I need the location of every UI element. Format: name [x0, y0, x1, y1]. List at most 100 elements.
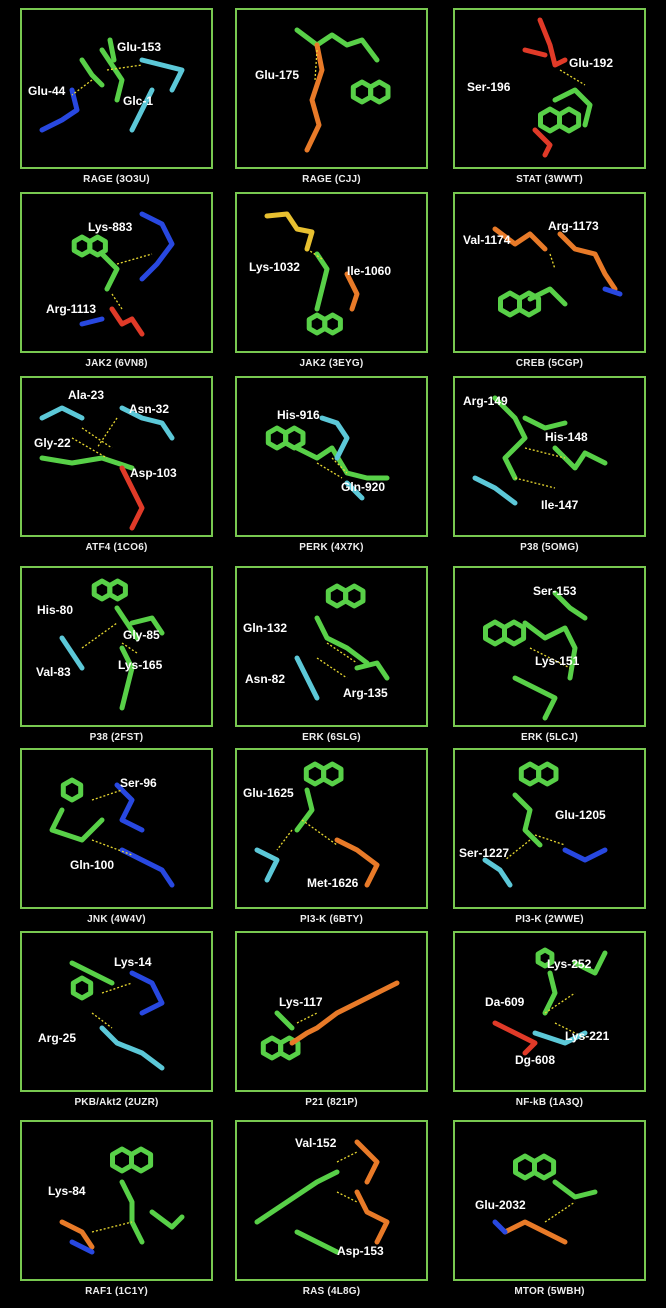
residue-label: Glu-175: [255, 68, 300, 82]
residue-label: Val-1174: [463, 233, 511, 247]
panel-frame: Ser-153 Lys-151: [453, 566, 646, 727]
panel-frame: Lys-1032 Ile-1060: [235, 192, 428, 353]
molecule-structure: [59, 1146, 185, 1255]
molecule-structure: [483, 590, 588, 721]
panel-caption: P38 (2FST): [89, 732, 144, 743]
panel-frame: Lys-117: [235, 931, 428, 1092]
panel-frame: Glu-1205 Ser-1227: [453, 748, 646, 909]
molecule-structure: [254, 1139, 390, 1255]
residue-label: Glu-153: [117, 40, 162, 54]
panel-frame: Lys-14 Arg-25: [20, 931, 213, 1092]
molecule-structure: [39, 405, 175, 531]
panel-8: His-916 Gln-920 PERK (4X7K): [235, 376, 428, 553]
molecule-structure: [265, 415, 390, 501]
panel-frame: Arg-149 His-148 Ile-147: [453, 376, 646, 537]
residue-label: Arg-25: [38, 1031, 77, 1045]
panel-caption: PI3-K (2WWE): [515, 914, 584, 925]
residue-label: Gly-85: [123, 628, 160, 642]
panel-frame: Glu-1625 Met-1626: [235, 748, 428, 909]
residue-label: Glu-2032: [475, 1198, 526, 1212]
molecule-structure: [472, 395, 608, 506]
residue-label: Arg-149: [463, 394, 508, 408]
residue-label: Gln-920: [341, 480, 386, 494]
residue-label: Arg-135: [343, 686, 388, 700]
panel-13: Ser-96 Gln-100 JNK (4W4V): [20, 748, 213, 925]
panel-frame: Lys-883 Arg-1113: [20, 192, 213, 353]
residue-label: Asn-32: [129, 402, 170, 416]
panel-caption: JAK2 (6VN8): [85, 358, 148, 369]
panel-1: Glu-153 Glu-44 Glc-1 RAGE (3O3U): [20, 8, 213, 185]
residue-label: Gln-100: [70, 858, 115, 872]
molecule-structure: [492, 947, 608, 1056]
residue-label: Gly-22: [34, 436, 71, 450]
panel-11: Gln-132 Asn-82 Arg-135 ERK (6SLG): [235, 566, 428, 743]
panel-10: His-80 Gly-85 Val-83 Lys-165 P38 (2FST): [20, 566, 213, 743]
panel-frame: Val-1174 Arg-1173: [453, 192, 646, 353]
residue-label: Arg-1173: [548, 219, 599, 233]
panel-frame: Lys-84: [20, 1120, 213, 1281]
panel-20: Val-152 Asp-153 RAS (4L8G): [235, 1120, 428, 1297]
molecule-structure: [264, 211, 360, 336]
residue-label: Ser-1227: [459, 846, 510, 860]
panel-frame: Gln-132 Asn-82 Arg-135: [235, 566, 428, 727]
panel-frame: Ala-23 Asn-32 Gly-22 Asp-103: [20, 376, 213, 537]
molecule-structure: [39, 37, 185, 133]
residue-label: Glu-192: [569, 56, 614, 70]
panel-14: Glu-1625 Met-1626 PI3-K (6BTY): [235, 748, 428, 925]
panel-caption: NF-kB (1A3Q): [515, 1097, 584, 1108]
molecule-structure: [254, 761, 380, 888]
residue-label: His-148: [545, 430, 588, 444]
residue-label: Lys-883: [88, 220, 133, 234]
panel-frame: Glu-2032: [453, 1120, 646, 1281]
panel-caption: ATF4 (1CO6): [85, 542, 148, 553]
panel-caption: RAGE (CJJ): [302, 174, 361, 185]
residue-label: Da-609: [485, 995, 525, 1009]
panel-17: Lys-117 P21 (821P): [235, 931, 428, 1108]
residue-label: Lys-252: [547, 957, 592, 971]
residue-label: Dg-608: [515, 1053, 556, 1067]
molecule-structure: [294, 583, 390, 701]
residue-label: Asn-82: [245, 672, 286, 686]
panel-19: Lys-84 RAF1 (1C1Y): [20, 1120, 213, 1297]
panel-caption: RAGE (3O3U): [83, 174, 150, 185]
residue-label: His-80: [37, 603, 74, 617]
molecule-structure: [71, 211, 175, 337]
molecule-structure: [49, 777, 175, 888]
residue-label: Arg-1113: [46, 302, 97, 316]
panel-caption: JNK (4W4V): [87, 914, 146, 925]
panel-12: Ser-153 Lys-151 ERK (5LCJ): [453, 566, 646, 743]
panel-16: Lys-14 Arg-25 PKB/Akt2 (2UZR): [20, 931, 213, 1108]
panel-7: Ala-23 Asn-32 Gly-22 Asp-103 ATF4 (1CO6): [20, 376, 213, 553]
panel-frame: Val-152 Asp-153: [235, 1120, 428, 1281]
panel-2: Glu-175 RAGE (CJJ): [235, 8, 428, 185]
molecule-structure: [482, 761, 608, 888]
panel-frame: Glu-192 Ser-196: [453, 8, 646, 169]
residue-label: Ser-196: [467, 80, 511, 94]
residue-label: Glu-44: [28, 84, 66, 98]
residue-label: Ser-153: [533, 584, 577, 598]
panel-caption: ERK (6SLG): [302, 732, 361, 743]
panel-9: Arg-149 His-148 Ile-147 P38 (5OMG): [453, 376, 646, 553]
panel-caption: CREB (5CGP): [515, 358, 584, 369]
residue-label: Val-152: [295, 1136, 337, 1150]
panel-caption: JAK2 (3EYG): [299, 358, 364, 369]
panel-caption: ERK (5LCJ): [520, 732, 578, 743]
panel-caption: PI3-K (6BTY): [300, 914, 363, 925]
residue-label: Lys-117: [279, 995, 323, 1009]
residue-label: Met-1626: [307, 876, 359, 890]
panel-caption: MTOR (5WBH): [514, 1286, 585, 1297]
residue-label: Ala-23: [68, 388, 105, 402]
molecule-structure: [492, 226, 623, 318]
residue-label: Lys-221: [565, 1029, 610, 1043]
panel-15: Glu-1205 Ser-1227 PI3-K (2WWE): [453, 748, 646, 925]
residue-label: Asp-103: [130, 466, 177, 480]
panel-frame: His-80 Gly-85 Val-83 Lys-165: [20, 566, 213, 727]
panel-frame: Glu-153 Glu-44 Glc-1: [20, 8, 213, 169]
molecule-structure: [492, 1153, 598, 1245]
molecule-structure: [69, 960, 165, 1071]
panel-18: Lys-252 Da-609 Lys-221 Dg-608 NF-kB (1A3Q): [453, 931, 646, 1108]
panel-frame: His-916 Gln-920: [235, 376, 428, 537]
panel-4: Lys-883 Arg-1113 JAK2 (6VN8): [20, 192, 213, 369]
panel-3: Glu-192 Ser-196 STAT (3WWT): [453, 8, 646, 185]
residue-label: Asp-153: [337, 1244, 384, 1258]
